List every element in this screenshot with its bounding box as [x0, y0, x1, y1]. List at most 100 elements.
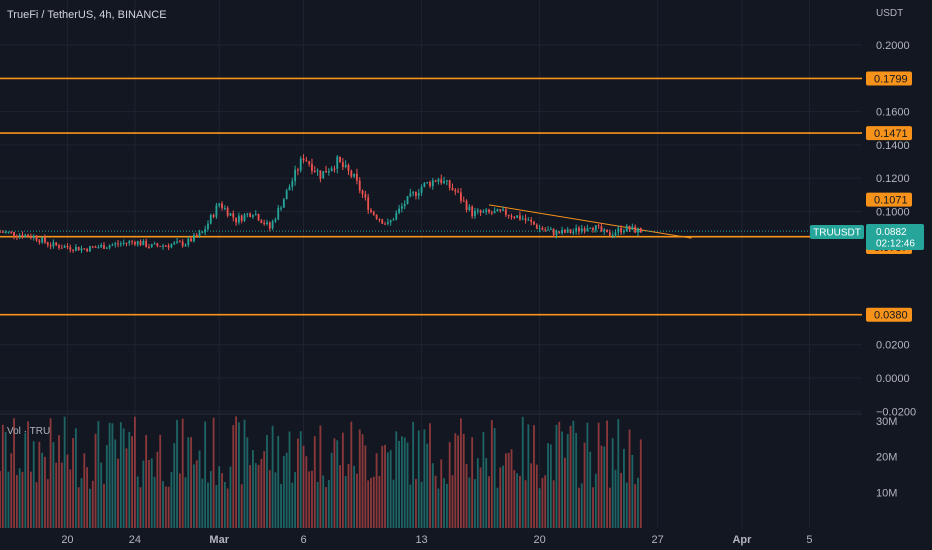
volume-bar: [454, 433, 457, 528]
level-tag-label: 0.1071: [874, 195, 908, 207]
candle: [83, 248, 86, 250]
volume-bar: [482, 432, 485, 528]
candle: [535, 223, 538, 230]
time-tick-label: Mar: [209, 534, 229, 546]
candle: [131, 239, 134, 245]
candle: [254, 210, 257, 216]
volume-bar: [32, 441, 35, 528]
price-axis[interactable]: 0.2000 0.1600 0.1400 0.1200 0.1000 0.0200 0.00…: [876, 40, 916, 418]
volume-bar: [502, 465, 504, 528]
volume-bar: [66, 454, 69, 528]
candle: [389, 219, 392, 226]
volume-bar: [277, 435, 280, 528]
candle: [195, 232, 198, 237]
volume-bar: [271, 425, 274, 528]
volume-bar: [572, 420, 575, 528]
candle: [420, 184, 423, 197]
volume-bar: [91, 480, 94, 528]
level-tag-label: 0.1799: [874, 73, 908, 85]
volume-bar: [232, 425, 235, 528]
candle: [496, 208, 499, 212]
volume-bar: [150, 458, 153, 528]
candle: [105, 246, 108, 249]
candle: [372, 210, 375, 216]
candle: [184, 243, 187, 247]
candle: [252, 214, 254, 219]
candle: [592, 226, 594, 233]
volume-bar: [94, 433, 97, 528]
volume-bar: [18, 468, 21, 528]
time-tick-label: 13: [415, 534, 427, 546]
volume-bar: [4, 431, 7, 528]
candle: [63, 244, 66, 249]
candle: [268, 221, 271, 232]
candle: [448, 179, 451, 191]
volume-bar: [437, 488, 440, 528]
candle: [145, 238, 148, 248]
time-axis[interactable]: 20 24 Mar 6 13 20 27 Apr 5: [61, 534, 812, 546]
price-tick-label: 0.0000: [876, 373, 910, 385]
candle: [358, 177, 361, 194]
candle: [625, 223, 628, 233]
candle: [218, 202, 221, 208]
grid-lines: [0, 0, 862, 528]
volume-bar: [86, 467, 89, 528]
volume-bar: [527, 424, 530, 528]
candle: [229, 212, 232, 217]
volume-bar: [563, 457, 566, 528]
volume-bar: [74, 428, 77, 528]
candle: [100, 242, 103, 249]
volume-bar: [476, 458, 479, 528]
volume-bar: [201, 478, 204, 528]
volume-bar: [535, 464, 538, 528]
candle: [454, 188, 457, 196]
candle: [280, 205, 282, 212]
symbol-title[interactable]: TrueFi / TetherUS, 4h, BINANCE: [7, 9, 167, 21]
candle: [572, 228, 575, 235]
volume-bar: [341, 432, 344, 528]
volume-bar: [223, 482, 226, 528]
candle: [305, 156, 308, 162]
volume-bar: [274, 472, 277, 528]
volume-bar: [266, 434, 268, 528]
volume-bar: [131, 436, 134, 528]
candle: [119, 241, 122, 247]
time-tick-label: Apr: [732, 534, 752, 546]
candle: [361, 189, 364, 199]
volume-bar: [541, 477, 544, 528]
candle: [311, 158, 313, 175]
volume-bar: [493, 428, 496, 528]
candle: [547, 226, 549, 231]
volume-bar: [69, 469, 72, 528]
candle: [476, 208, 479, 215]
volume-bar: [83, 453, 86, 528]
volume-bar: [468, 477, 471, 528]
volume-bar: [209, 471, 212, 528]
volume-bar: [41, 452, 44, 528]
candle: [519, 211, 521, 221]
candle: [415, 191, 417, 200]
volume-label[interactable]: Vol · TRU: [7, 426, 50, 437]
volume-bar: [639, 439, 642, 528]
candle: [302, 154, 305, 164]
candle: [201, 230, 204, 234]
candle: [103, 242, 105, 250]
candle: [187, 236, 190, 248]
candle: [150, 243, 153, 249]
candle: [614, 229, 617, 238]
volume-bar: [426, 443, 429, 528]
candle: [597, 223, 600, 230]
price-tick-label: 0.1400: [876, 140, 910, 152]
candle: [417, 188, 420, 200]
candle: [198, 229, 201, 238]
volume-bar: [263, 451, 266, 528]
volume-bar: [308, 471, 311, 528]
volume-bar: [361, 434, 364, 528]
candle: [27, 233, 30, 237]
volume-bar: [60, 462, 63, 528]
candle: [274, 217, 277, 223]
volume-bar: [257, 464, 260, 528]
candle: [356, 168, 358, 185]
volume-bar: [322, 475, 325, 528]
